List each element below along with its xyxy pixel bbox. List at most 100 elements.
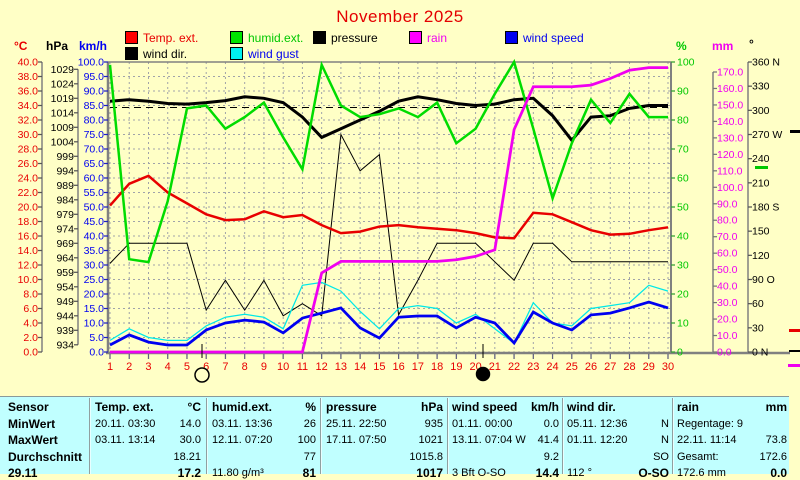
axis-tick-label: 20 — [677, 289, 689, 301]
table-cell: % — [305, 400, 316, 414]
sensor-statistics-table: Sensor MinWert MaxWert Durchschnitt 29.11 Tem… — [0, 396, 789, 480]
axis-tick-label: 130.0 — [717, 132, 743, 144]
axis-tick-label: 90 — [677, 86, 689, 98]
table-column-separator — [672, 398, 674, 474]
table-column-separator — [89, 398, 91, 474]
table-cell: Durchschnitt — [8, 449, 83, 464]
axis-tick-label: 2.0 — [23, 332, 38, 344]
axis-tick-label: 100.0 — [78, 57, 104, 69]
edge-marker — [788, 364, 800, 367]
axis-tick-label: 964 — [56, 252, 74, 264]
legend-label: wind gust — [248, 46, 299, 61]
day-label: 2 — [126, 361, 132, 373]
table-cell: 0.0 — [770, 466, 787, 480]
table-cell: 1017 — [416, 466, 443, 480]
day-label: 7 — [222, 361, 228, 373]
day-label: 27 — [604, 361, 616, 373]
axis-tick-label: 330 — [752, 81, 770, 93]
axis-tick-label: 30 — [752, 322, 764, 334]
axis-tick-label: 20.0 — [84, 289, 105, 301]
axis-unit-kmh: km/h — [79, 39, 108, 53]
table-cell: 30.0 — [179, 434, 201, 447]
day-label: 9 — [261, 361, 267, 373]
axis-tick-label: 50.0 — [717, 264, 738, 276]
axis-tick-label: 0.0 — [717, 347, 732, 359]
axis-tick-label: 10 — [677, 318, 689, 330]
axis-tick-label: 1019 — [51, 93, 75, 105]
table-cell: Gesamt: — [677, 450, 719, 463]
legend-item-wind-gust: wind gust — [230, 46, 299, 61]
axis-tick-label: 210 — [752, 177, 770, 189]
axis-tick-label: 40.0 — [717, 281, 738, 293]
series-wind-dir- — [109, 132, 668, 317]
day-label: 10 — [277, 361, 289, 373]
axis-tick-label: 974 — [56, 223, 74, 235]
day-label: 23 — [527, 361, 539, 373]
axis-tick-label: 939 — [56, 325, 74, 337]
table-column-separator — [562, 398, 564, 474]
axis-tick-label: 6.0 — [23, 303, 38, 315]
axis-tick-label: 45.0 — [84, 216, 105, 228]
legend-item-pressure: pressure — [313, 30, 378, 45]
table-column-separator — [320, 398, 322, 474]
axis-tick-label: 34.0 — [18, 100, 39, 112]
axis-tick-label: 26.0 — [18, 158, 39, 170]
axis-unit-degree: ° — [749, 37, 754, 51]
axis-tick-label: 8.0 — [23, 289, 38, 301]
axis-unit-celsius: °C — [14, 39, 28, 53]
table-cell: 1021 — [418, 434, 443, 447]
legend-label: humid.ext. — [248, 30, 304, 45]
axis-tick-label: 140.0 — [717, 116, 743, 128]
axis-tick-label: 954 — [56, 281, 74, 293]
axis-unit-percent: % — [676, 39, 687, 53]
legend-swatch-icon — [409, 31, 422, 44]
axis-tick-label: 85.0 — [84, 100, 105, 112]
axis-tick-label: 300 — [752, 105, 770, 117]
axis-tick-label: 969 — [56, 238, 74, 250]
table-cell: MinWert — [8, 416, 56, 431]
day-label: 14 — [354, 361, 366, 373]
table-cell: 77 — [303, 450, 316, 463]
table-cell: °C — [187, 400, 201, 414]
axis-tick-label: 150.0 — [717, 99, 743, 111]
chart-title: November 2025 — [336, 7, 464, 26]
table-cell: 25.11. 22:50 — [326, 417, 387, 430]
axis-tick-label: 40 — [677, 231, 689, 243]
legend-swatch-icon — [505, 31, 518, 44]
axis-tick-label: 18.0 — [18, 216, 39, 228]
axis-tick-label: 60 — [677, 173, 689, 185]
axis-tick-label: 70.0 — [84, 144, 105, 156]
table-cell: N — [661, 434, 669, 447]
table-cell: 01.11. 00:00 — [452, 417, 513, 430]
legend-label: pressure — [331, 30, 378, 45]
day-label: 21 — [489, 361, 501, 373]
axis-tick-label: 50.0 — [84, 202, 105, 214]
axis-tick-label: 60 — [752, 298, 764, 310]
table-cell: 14.0 — [179, 417, 201, 430]
weather-month-chart: 40.038.036.034.032.030.028.026.024.022.0… — [18, 57, 790, 383]
day-label: 15 — [373, 361, 385, 373]
legend-label: wind dir. — [143, 46, 188, 61]
legend-label: rain — [427, 30, 448, 45]
legend-swatch-icon — [313, 31, 326, 44]
table-cell: 81 — [302, 466, 316, 480]
axis-tick-label: 70.0 — [717, 231, 738, 243]
legend-item-rain: rain — [409, 30, 448, 45]
axis-tick-label: 0 N — [752, 347, 768, 359]
day-label: 17 — [412, 361, 424, 373]
axis-tick-label: 170.0 — [717, 67, 743, 79]
axis-tick-label: 90.0 — [717, 198, 738, 210]
axis-wind: 100.0 95.0 90.0 85.0 80.0 75.0 70.0 65.0 60.0 55.… — [78, 57, 108, 359]
day-label: 5 — [184, 361, 190, 373]
axis-tick-label: 14.0 — [18, 245, 39, 257]
axis-tick-label: 50 — [677, 202, 689, 214]
axis-tick-label: 40.0 — [18, 57, 39, 69]
table-cell: wind speed — [452, 400, 518, 414]
day-label: 28 — [623, 361, 635, 373]
axis-tick-label: 32.0 — [18, 115, 39, 127]
new-moon-icon — [194, 367, 210, 383]
day-label: 24 — [546, 361, 558, 373]
axis-tick-label: 20.0 — [18, 202, 39, 214]
